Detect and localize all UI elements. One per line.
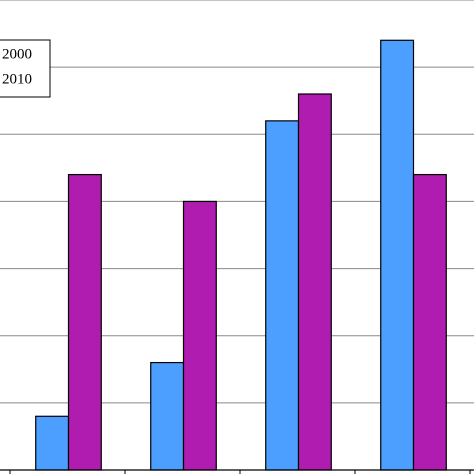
legend: 2000 2010 [0,39,51,98]
bar [182,200,217,471]
bar [380,39,415,471]
bar [412,173,447,471]
legend-label: 2000 [2,46,32,62]
bar [150,361,185,471]
bar [67,173,102,471]
bars [35,39,447,471]
legend-label: 2010 [2,71,32,87]
bar [35,415,70,471]
legend-box [0,39,51,98]
bar [297,93,332,471]
x-axis [0,469,474,474]
bar [265,120,300,471]
